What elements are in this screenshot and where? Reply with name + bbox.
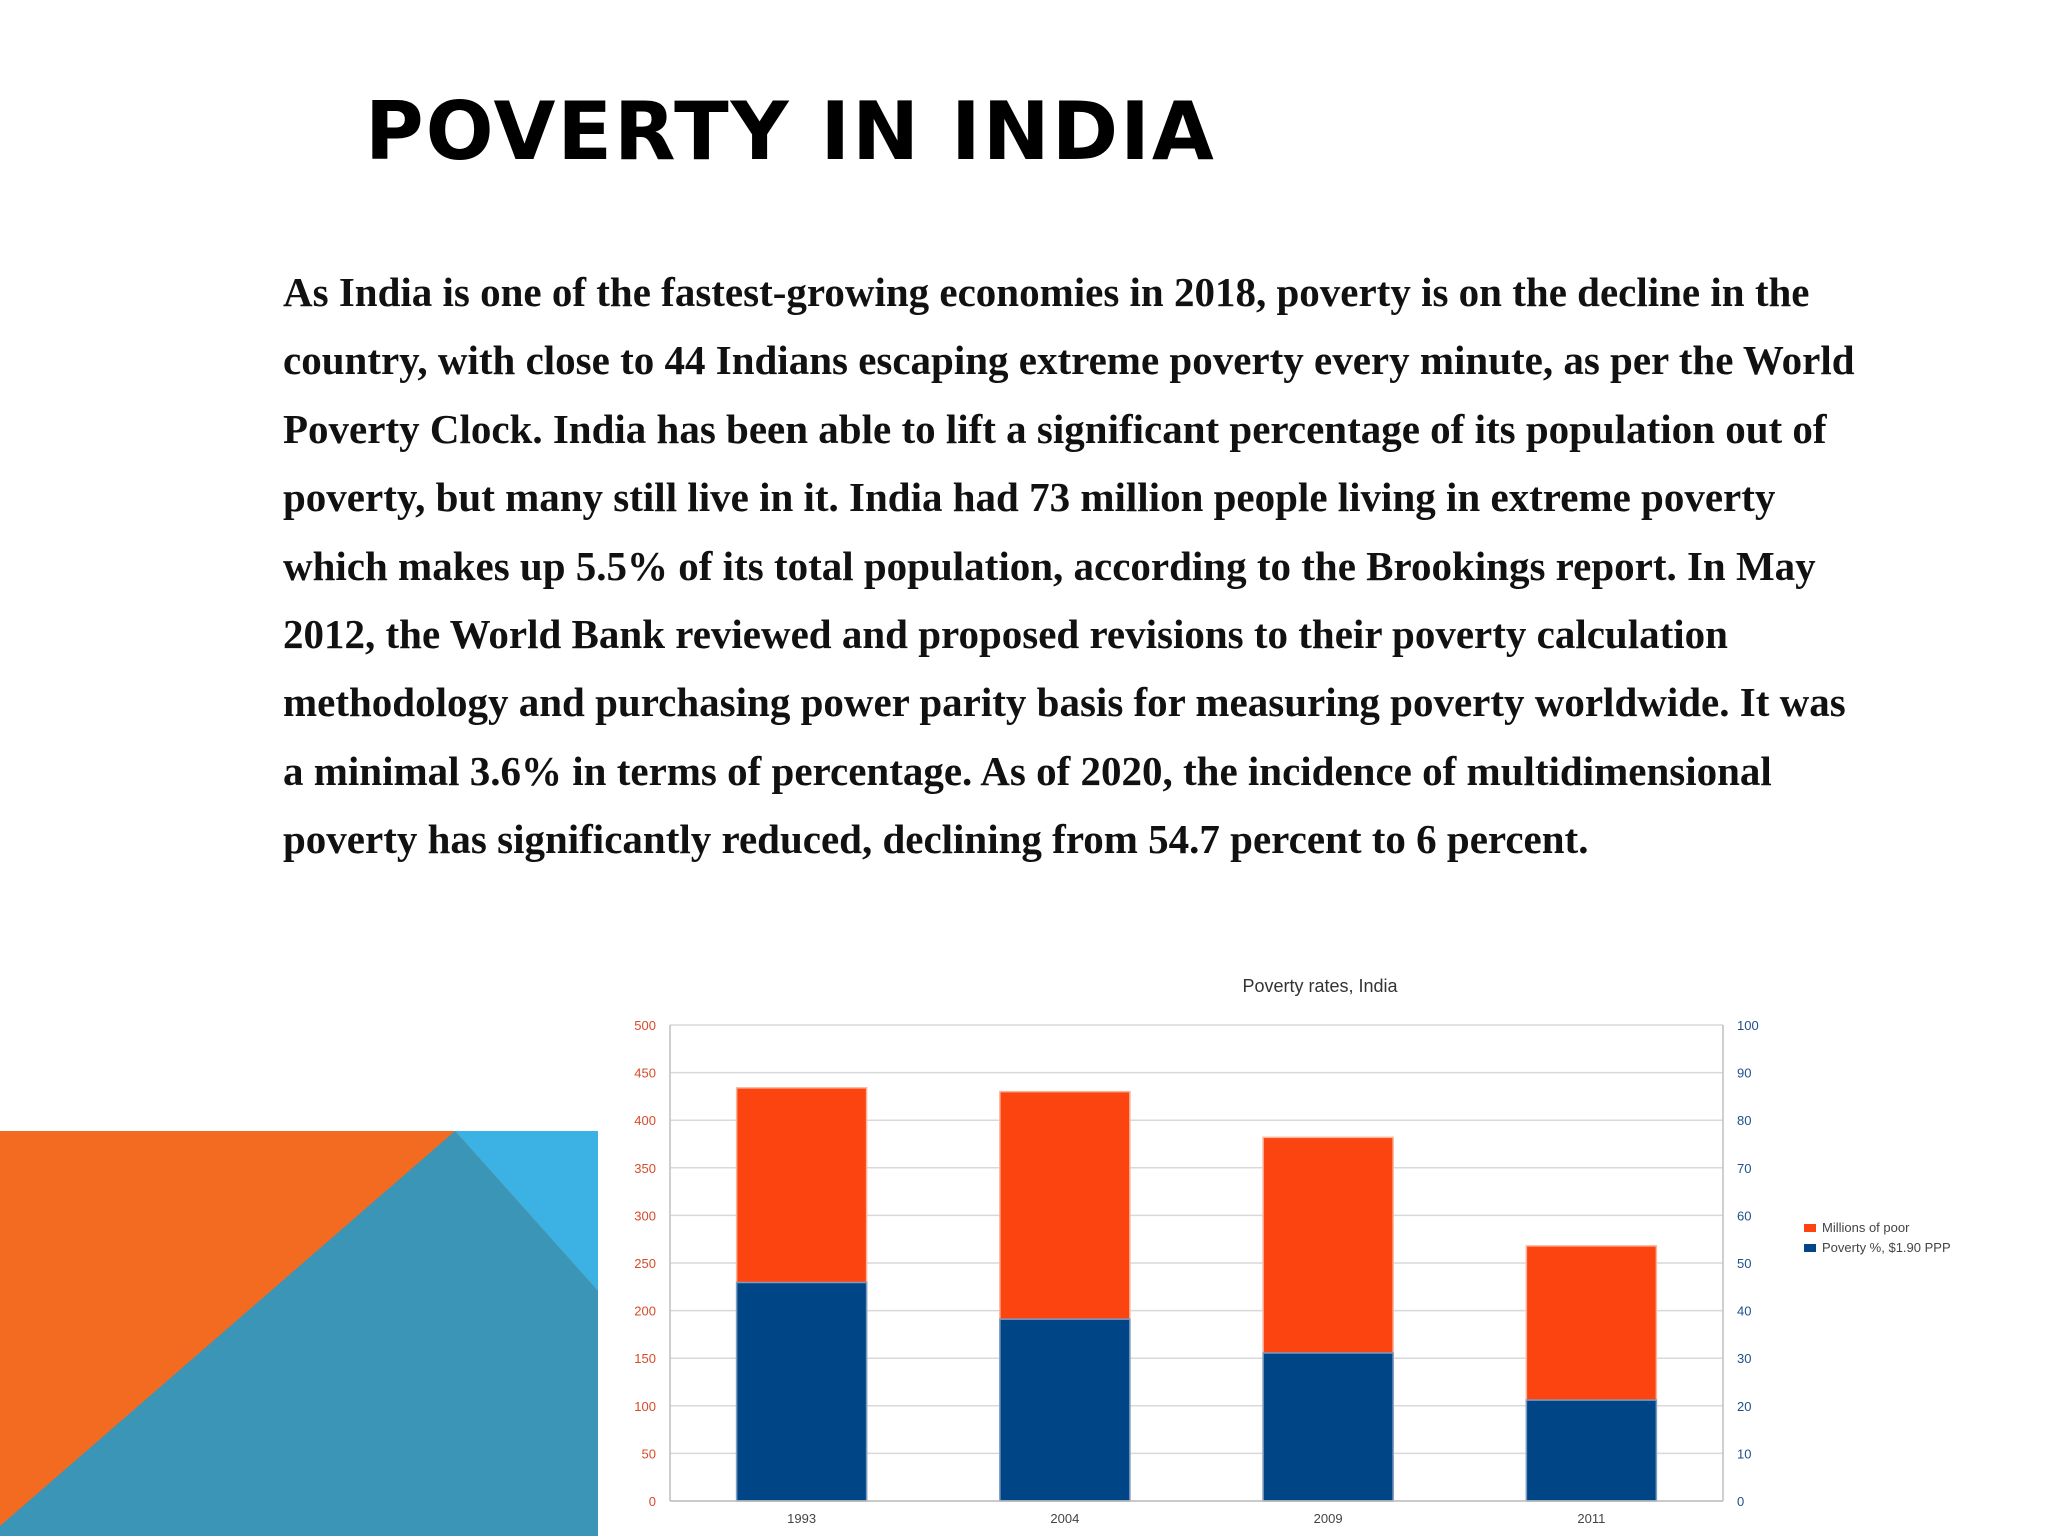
left-axis-tick-label: 250 (634, 1256, 656, 1271)
right-axis-tick-label: 50 (1737, 1256, 1751, 1271)
legend-swatch (1804, 1224, 1816, 1232)
bar-poverty-percent (735, 1281, 868, 1502)
right-axis-tick-label: 10 (1737, 1446, 1751, 1461)
chart-title: Poverty rates, India (1242, 976, 1398, 996)
bar-poverty-percent (1525, 1399, 1658, 1502)
bar-poverty-percent (1262, 1352, 1394, 1502)
bar-poverty-percent (999, 1318, 1131, 1502)
slide-body-text: As India is one of the fastest-growing e… (283, 269, 1855, 863)
legend-label: Poverty %, $1.90 PPP (1822, 1240, 1951, 1255)
chart-axes: 0 50 100 150 200 250 300 350 400 450 500 0 10 20 30 40 5… (634, 1018, 1758, 1526)
left-axis-tick-label: 150 (634, 1351, 656, 1366)
right-axis-tick-label: 90 (1737, 1066, 1751, 1081)
left-axis-tick-label: 450 (634, 1066, 656, 1081)
left-axis-tick-label: 500 (634, 1018, 656, 1033)
x-axis-tick-label: 2009 (1314, 1511, 1343, 1526)
right-axis-tick-label: 40 (1737, 1304, 1751, 1319)
deco-teal-triangle (0, 1131, 598, 1536)
left-axis-tick-label: 50 (642, 1446, 656, 1461)
right-axis-tick-label: 60 (1737, 1208, 1751, 1223)
right-axis-tick-label: 100 (1737, 1018, 1759, 1033)
poverty-chart: 0 50 100 150 200 250 300 350 400 450 500 0 10 20 30 40 5… (634, 976, 1951, 1526)
right-axis-tick-label: 20 (1737, 1399, 1751, 1414)
right-axis-tick-label: 30 (1737, 1351, 1751, 1366)
x-axis-tick-label: 1993 (787, 1511, 816, 1526)
left-axis-tick-label: 400 (634, 1113, 656, 1128)
corner-decoration (0, 1131, 598, 1536)
left-axis-tick-label: 0 (649, 1494, 656, 1509)
right-axis-tick-label: 70 (1737, 1161, 1751, 1176)
left-axis-tick-label: 200 (634, 1304, 656, 1319)
left-axis-tick-label: 100 (634, 1399, 656, 1414)
slide-title: POVERTY IN INDIA (365, 85, 1216, 178)
right-axis-tick-label: 0 (1737, 1494, 1744, 1509)
legend-label: Millions of poor (1822, 1220, 1910, 1235)
chart-legend: Millions of poor Poverty %, $1.90 PPP (1804, 1220, 1951, 1255)
x-axis-tick-label: 2004 (1050, 1511, 1079, 1526)
x-axis-tick-label: 2011 (1577, 1511, 1605, 1526)
legend-swatch (1804, 1244, 1816, 1252)
left-axis-tick-label: 300 (634, 1208, 656, 1223)
right-axis-tick-label: 80 (1737, 1113, 1751, 1128)
left-axis-tick-label: 350 (634, 1161, 656, 1176)
chart-bars (735, 1087, 1658, 1502)
